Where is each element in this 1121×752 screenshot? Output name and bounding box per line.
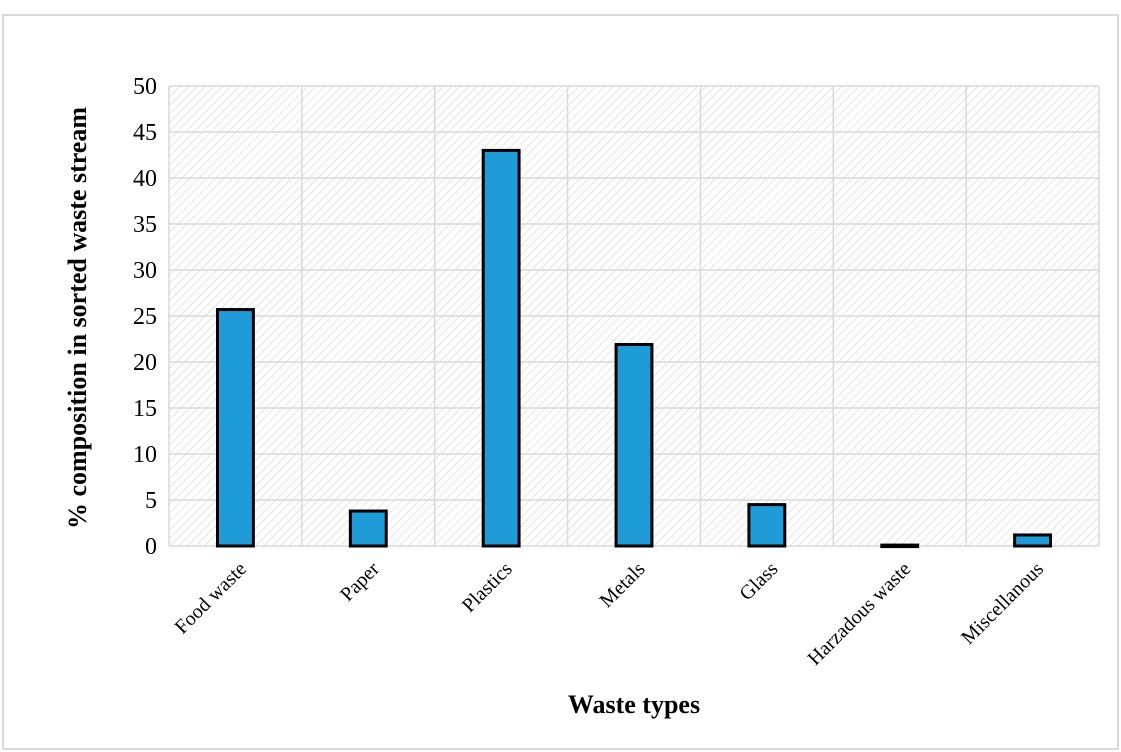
y-axis-title: % composition in sorted waste stream [63, 107, 92, 529]
x-tick-label: Harzadous waste [803, 558, 915, 670]
y-tick-label: 50 [133, 74, 157, 100]
y-tick-label: 45 [133, 120, 157, 146]
y-tick-label: 20 [133, 350, 157, 376]
bar-chart: 0 5 10 15 20 25 30 35 40 45 50 Food waste Paper Plas… [63, 74, 1100, 719]
y-tick-label: 5 [145, 488, 157, 514]
y-tick-label: 35 [133, 212, 157, 238]
y-tick-label: 25 [133, 304, 157, 330]
x-tick-label: Glass [735, 558, 782, 605]
x-tick-label: Food waste [171, 558, 251, 638]
y-tick-label: 0 [145, 534, 157, 560]
y-tick-labels: 0 5 10 15 20 25 30 35 40 45 50 [133, 74, 157, 560]
x-tick-label: Miscellanous [957, 558, 1048, 649]
y-tick-label: 40 [133, 166, 157, 192]
y-tick-label: 15 [133, 396, 157, 422]
y-tick-label: 30 [133, 258, 157, 284]
x-tick-label: Plastics [458, 558, 517, 617]
bar-food-waste [215, 308, 255, 548]
y-tick-label: 10 [133, 442, 157, 468]
chart-frame: 0 5 10 15 20 25 30 35 40 45 50 Food waste Paper Plas… [2, 14, 1119, 750]
x-tick-label: Metals [595, 558, 649, 612]
x-tick-labels: Food waste Paper Plastics Metals Glass Harzad… [171, 558, 1049, 670]
bars [215, 148, 1053, 549]
x-axis-title: Waste types [568, 690, 700, 719]
bar-harzadous-waste [880, 543, 920, 549]
gridlines [168, 85, 1100, 547]
bar-metals [614, 343, 654, 548]
bar-miscellanous [1013, 533, 1053, 548]
bar-glass [747, 503, 787, 548]
x-tick-label: Paper [336, 558, 384, 606]
bar-plastics [481, 148, 521, 548]
bar-paper [348, 509, 388, 548]
